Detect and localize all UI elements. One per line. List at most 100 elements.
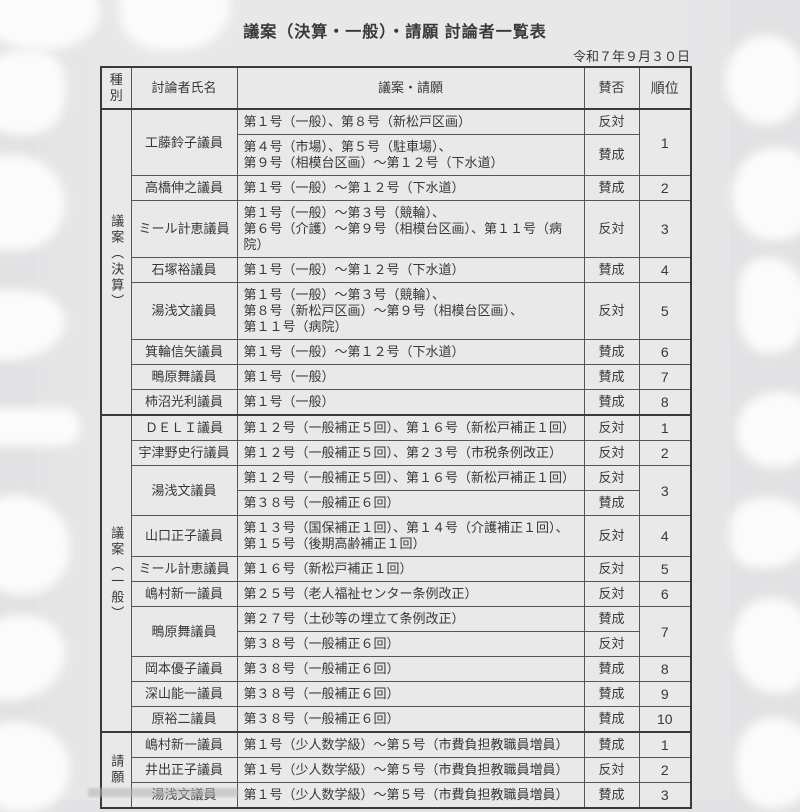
bills-cell: 第１号（一般）: [236, 389, 585, 416]
vote-cell: 反対: [583, 282, 640, 340]
member-name-cell: 深山能一議員: [130, 681, 238, 707]
member-name-cell: 工藤鈴子議員: [130, 108, 238, 176]
rank-cell: 1: [638, 731, 692, 758]
vote-cell: 反対: [583, 465, 640, 491]
bills-cell: 第１号（一般）: [236, 364, 585, 390]
bills-cell: 第３８号（一般補正６回）: [236, 656, 585, 682]
decor-blob: [730, 498, 800, 568]
rank-cell: 3: [638, 782, 692, 809]
table-row: 湯浅文議員 第１号（一般）～第３号（競輪）、 第８号（新松戸区画）～第９号（相模…: [101, 282, 692, 340]
rank-cell: 8: [638, 656, 692, 682]
section-label: 議案（決算）: [100, 108, 132, 416]
rank-cell: 5: [638, 282, 692, 340]
rank-cell: 6: [638, 581, 692, 607]
rank-cell: 2: [638, 175, 692, 201]
bills-cell: 第１号（少人数学級）～第５号（市費負担教職員増員）: [236, 731, 585, 758]
rank-cell: 3: [638, 200, 692, 258]
member-name-cell: 石塚裕議員: [130, 257, 238, 283]
rank-cell: 5: [638, 556, 692, 582]
bills-cell: 第１号（一般）～第１２号（下水道）: [236, 339, 585, 365]
vote-cell: 反対: [583, 515, 640, 557]
vote-cell: 反対: [583, 414, 640, 441]
bills-cell: 第１号（少人数学級）～第５号（市費負担教職員増員）: [236, 782, 585, 809]
bills-cell: 第１号（一般）～第１２号（下水道）: [236, 257, 585, 283]
member-name-cell: 井出正子議員: [130, 757, 238, 783]
vote-cell: 反対: [583, 631, 640, 657]
rank-cell: 1: [638, 108, 692, 176]
bills-cell: 第３８号（一般補正６回）: [236, 490, 585, 516]
photo-artifact-bar: [88, 788, 238, 797]
header-name: 討論者氏名: [130, 66, 238, 110]
table-row: 高橋伸之議員 第１号（一般）～第１２号（下水道） 賛成 2: [101, 175, 692, 201]
member-name-cell: 箕輪信矢議員: [130, 339, 238, 365]
vote-cell: 賛成: [583, 681, 640, 707]
bills-cell: 第２５号（老人福祉センター条例改正）: [236, 581, 585, 607]
header-rank: 順位: [638, 66, 692, 110]
decor-blob: [0, 408, 80, 446]
decor-flower: [726, 35, 800, 125]
table-row: 第４号（市場）、第５号（駐車場）、 第９号（相模台区画）～第１２号（下水道） 賛…: [101, 134, 691, 176]
bills-cell: 第１号（一般）～第３号（競輪）、 第６号（介護）～第９号（相模台区画）、第１１号…: [236, 200, 585, 258]
table-row: 石塚裕議員 第１号（一般）～第１２号（下水道） 賛成 4: [101, 257, 692, 283]
table-row: 宇津野史行議員 第１２号（一般補正５回）、第２３号（市税条例改正） 反対 2: [101, 440, 692, 466]
member-name-cell: 嶋村新一議員: [130, 581, 238, 607]
decor-blob: [732, 598, 800, 693]
rank-cell: 10: [638, 706, 692, 733]
table-row: 井出正子議員 第１号（少人数学級）～第５号（市費負担教職員増員） 反対 2: [101, 757, 692, 783]
table-row: 山口正子議員 第１３号（国保補正１回）、第１４号（介護補正１回）、 第１５号（後…: [101, 515, 692, 557]
vote-cell: 賛成: [583, 175, 640, 201]
decor-blob: [736, 718, 800, 808]
bills-cell: 第１２号（一般補正５回）、第１６号（新松戸補正１回）: [236, 465, 585, 491]
header-bill: 議案・請願: [236, 66, 585, 110]
table-row: 岡本優子議員 第３８号（一般補正６回） 賛成 8: [101, 656, 692, 682]
rank-cell: 9: [638, 681, 692, 707]
vote-cell: 賛成: [583, 490, 640, 516]
bills-cell: 第３８号（一般補正６回）: [236, 706, 585, 733]
member-name-cell: 山口正子議員: [130, 515, 238, 557]
vote-cell: 反対: [583, 757, 640, 783]
table-row: ミール計恵議員 第１号（一般）～第３号（競輪）、 第６号（介護）～第９号（相模台…: [101, 200, 692, 258]
header-vote: 賛否: [583, 66, 640, 110]
table-row: 柿沼光利議員 第１号（一般） 賛成 8: [101, 389, 692, 416]
table-row: 議案（決算） 工藤鈴子議員 第１号（一般）、第８号（新松戸区画） 反対 1: [100, 108, 692, 416]
member-name-cell: 鴫原舞議員: [130, 606, 238, 657]
bills-cell: 第１号（一般）～第３号（競輪）、 第８号（新松戸区画）～第９号（相模台区画）、 …: [236, 282, 585, 340]
member-name-cell: 岡本優子議員: [130, 656, 238, 682]
rank-cell: 2: [638, 440, 692, 466]
rank-cell: 3: [638, 465, 692, 516]
rank-cell: 4: [638, 515, 692, 557]
decor-blob: [732, 148, 800, 240]
rank-cell: 2: [638, 757, 692, 783]
decor-blob: [738, 258, 800, 353]
rank-cell: 7: [638, 364, 692, 390]
vote-cell: 賛成: [583, 782, 640, 809]
page-title: 議案（決算・一般）・請願 討論者一覧表: [243, 24, 547, 41]
decor-blob: [0, 50, 65, 135]
vote-cell: 賛成: [583, 364, 640, 390]
member-name-cell: 高橋伸之議員: [130, 175, 238, 201]
table-row: 鴫原舞議員 第１号（一般） 賛成 7: [101, 364, 692, 390]
bills-cell: 第１号（少人数学級）～第５号（市費負担教職員増員）: [236, 757, 585, 783]
rank-cell: 6: [638, 339, 692, 365]
vote-cell: 賛成: [583, 606, 640, 632]
member-name-cell: ミール計恵議員: [130, 556, 238, 582]
member-name-cell: 鴫原舞議員: [130, 364, 238, 390]
vote-cell: 賛成: [583, 257, 640, 283]
vote-cell: 賛成: [583, 731, 640, 758]
bills-cell: 第４号（市場）、第５号（駐車場）、 第９号（相模台区画）～第１２号（下水道）: [236, 134, 585, 176]
vote-cell: 反対: [583, 440, 640, 466]
table-row: 鴫原舞議員 第２７号（土砂等の埋立て条例改正） 賛成 7: [101, 606, 692, 657]
table-row: 請願 嶋村新一議員 第１号（少人数学級）～第５号（市費負担教職員増員） 賛成 1: [100, 731, 692, 809]
table-row: 第３８号（一般補正６回） 反対: [101, 631, 691, 657]
vote-cell: 賛成: [583, 706, 640, 733]
vote-cell: 反対: [583, 556, 640, 582]
bills-cell: 第３８号（一般補正６回）: [236, 681, 585, 707]
member-name-cell: 柿沼光利議員: [130, 389, 238, 416]
bills-cell: 第１２号（一般補正５回）、第１６号（新松戸補正１回）: [236, 414, 585, 441]
bills-cell: 第１２号（一般補正５回）、第２３号（市税条例改正）: [236, 440, 585, 466]
vote-cell: 反対: [583, 108, 640, 135]
speakers-table: 種別 討論者氏名 議案・請願 賛否 順位 議案（決算） 工藤鈴子議員 第１号（一…: [100, 66, 692, 809]
table-row: 嶋村新一議員 第２５号（老人福祉センター条例改正） 反対 6: [101, 581, 692, 607]
member-name-cell: 原裕二議員: [130, 706, 238, 733]
